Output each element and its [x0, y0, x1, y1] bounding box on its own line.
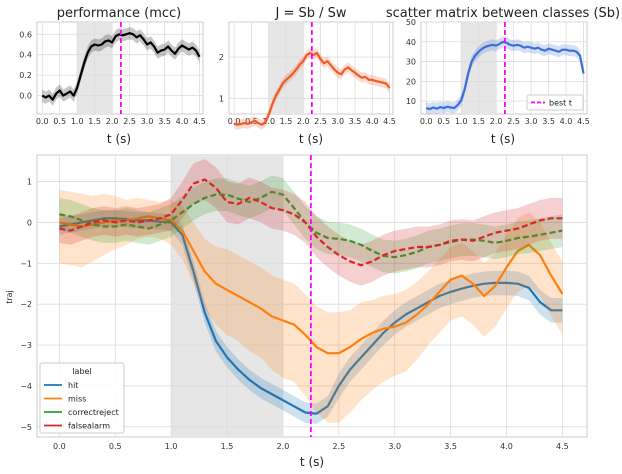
y-tick-label: 1	[27, 178, 32, 187]
x-tick-label: 3.0	[141, 117, 154, 126]
x-tick-label: 1.5	[280, 117, 293, 126]
x-tick-label: 2.5	[314, 117, 327, 126]
x-tick-label: 1.0	[71, 117, 84, 126]
x-tick-label: 4.0	[500, 442, 513, 451]
legend-label: best t	[549, 99, 572, 108]
legend-label-hit: hit	[68, 381, 78, 390]
x-tick-label: 1.5	[88, 117, 101, 126]
y-tick-label: 50	[406, 18, 416, 27]
x-tick-label: 1.0	[262, 117, 275, 126]
x-tick-label: 2.5	[507, 117, 520, 126]
x-tick-label: 0.0	[420, 117, 433, 126]
legend-label-falsealarm: falsealarm	[68, 422, 110, 431]
x-tick-label: 2.0	[106, 117, 119, 126]
x-tick-label: 2.0	[277, 442, 290, 451]
legend-label-miss: miss	[68, 395, 86, 404]
x-axis-label: t (s)	[299, 132, 323, 146]
x-tick-label: 1.5	[221, 442, 234, 451]
x-tick-label: 4.5	[577, 117, 590, 126]
x-axis-label: t (s)	[300, 455, 324, 469]
x-tick-label: 4.0	[560, 117, 573, 126]
x-tick-label: 2.5	[123, 117, 136, 126]
x-tick-label: 0.5	[437, 117, 450, 126]
x-tick-label: 1.0	[165, 442, 178, 451]
y-tick-label: −5	[20, 423, 32, 432]
x-tick-label: 2.0	[490, 117, 503, 126]
x-tick-label: 4.5	[556, 442, 569, 451]
x-tick-label: 3.5	[349, 117, 362, 126]
y-tick-label: 0.4	[19, 51, 32, 60]
legend-title: label	[72, 367, 91, 376]
plot-area	[36, 154, 588, 438]
chart-title: performance (mcc)	[57, 6, 182, 21]
x-tick-label: 4.5	[383, 117, 396, 126]
x-tick-label: 4.0	[176, 117, 189, 126]
x-tick-label: 0.0	[228, 117, 241, 126]
x-tick-label: 3.0	[525, 117, 538, 126]
x-tick-label: 1.5	[472, 117, 485, 126]
x-tick-label: 3.5	[542, 117, 555, 126]
y-tick-label: 0.0	[19, 92, 32, 101]
y-tick-label: −3	[20, 341, 32, 350]
x-tick-label: 0.0	[36, 117, 49, 126]
x-tick-label: 0.5	[109, 442, 122, 451]
y-tick-label: 20	[406, 77, 416, 86]
legend-box	[526, 94, 584, 111]
chart-title: J = Sb / Sw	[274, 6, 346, 21]
chart-trajectories: t (s) traj 0.0 0.5 1.0 1.5 2.0 2.5 3.0 3.5 4.0 4.…	[5, 154, 588, 469]
y-tick-label: 10	[406, 97, 416, 106]
x-tick-label: 2.0	[297, 117, 310, 126]
x-tick-label: 3.0	[388, 442, 401, 451]
x-tick-label: 3.5	[444, 442, 457, 451]
x-axis-label: t (s)	[491, 132, 515, 146]
confidence-band	[426, 36, 584, 115]
confidence-band-miss	[59, 189, 563, 423]
y-axis-label: traj	[5, 290, 14, 304]
x-tick-label: 1.0	[455, 117, 468, 126]
x-tick-label: 0.0	[53, 442, 66, 451]
x-tick-label: 4.5	[193, 117, 206, 126]
y-tick-label: 30	[406, 58, 416, 67]
chart-performance-mcc: performance (mcc) t (s) 0.0 0.5 1.0 1.5 2.0 2…	[19, 6, 206, 146]
x-tick-label: 3.5	[158, 117, 171, 126]
x-axis-label: t (s)	[107, 132, 131, 146]
chart-j-ratio: J = Sb / Sw t (s) 0.0 0.5 1.0 1.5 2.0 2.5 3.0 3…	[219, 6, 396, 146]
legend-box	[39, 362, 125, 434]
legend-label-correctreject: correctreject	[68, 408, 119, 417]
y-tick-label: 2	[219, 53, 224, 62]
y-tick-label: 40	[406, 38, 416, 47]
x-tick-label: 2.5	[332, 442, 345, 451]
y-tick-label: −2	[20, 300, 32, 309]
y-tick-label: 0.6	[19, 30, 32, 39]
series-line	[233, 51, 391, 126]
y-tick-label: −1	[20, 259, 32, 268]
x-tick-label: 0.5	[53, 117, 66, 126]
x-tick-label: 3.0	[331, 117, 344, 126]
y-tick-label: 0	[27, 218, 32, 227]
chart-title: scatter matrix between classes (Sb)	[386, 6, 620, 21]
y-tick-label: 1	[219, 94, 224, 103]
plot-area	[228, 21, 394, 115]
confidence-band-correctreject	[59, 175, 563, 274]
y-tick-label: −4	[20, 382, 32, 391]
chart-scatter-matrix-sb: scatter matrix between classes (Sb) t (s…	[386, 6, 620, 146]
confidence-band	[42, 27, 200, 106]
x-tick-label: 4.0	[366, 117, 379, 126]
y-tick-label: 0.2	[19, 71, 32, 80]
